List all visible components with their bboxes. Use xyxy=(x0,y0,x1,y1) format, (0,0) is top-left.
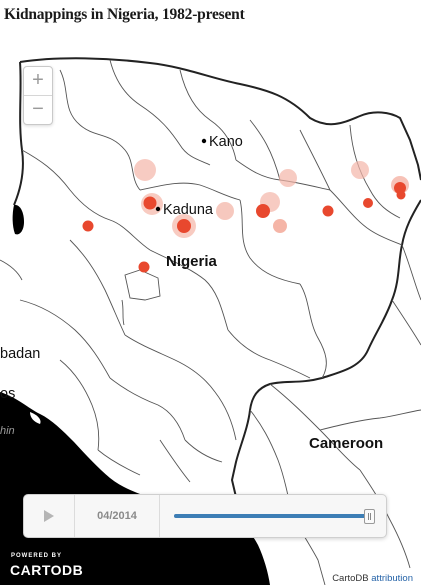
city-dot-kano xyxy=(201,138,207,144)
country-label-cameroon: Cameroon xyxy=(309,435,383,452)
city-label-lagos: os xyxy=(0,386,15,402)
incident-marker xyxy=(177,219,191,233)
page-title: Kidnappings in Nigeria, 1982-present xyxy=(4,6,245,23)
map[interactable]: Kano Kaduna Nigeria Cameroon badan os hi… xyxy=(0,32,421,585)
incident-marker xyxy=(363,198,373,208)
country-label-nigeria: Nigeria xyxy=(166,253,218,270)
lagoon xyxy=(30,412,41,424)
coast-island xyxy=(12,204,24,235)
zoom-control: + − xyxy=(23,66,53,125)
time-slider[interactable] xyxy=(174,509,375,524)
time-player: 04/2014 xyxy=(23,494,387,538)
incident-marker xyxy=(256,204,270,218)
city-label-ibadan: badan xyxy=(0,346,40,362)
attribution-link[interactable]: attribution xyxy=(371,573,413,584)
current-date: 04/2014 xyxy=(75,495,160,537)
zoom-out-button[interactable]: − xyxy=(32,98,44,120)
cartodb-logo[interactable]: CARTODB xyxy=(10,562,84,578)
incident-marker xyxy=(82,220,94,232)
incident-marker xyxy=(138,261,150,273)
time-slider-handle[interactable] xyxy=(364,509,375,524)
incident-marker xyxy=(143,196,157,210)
attribution-text: CartoDB xyxy=(332,573,369,584)
incident-marker xyxy=(322,205,334,217)
city-label-kano: Kano xyxy=(209,134,243,150)
time-slider-fill xyxy=(174,514,368,518)
zoom-in-button[interactable]: + xyxy=(24,67,52,96)
play-icon xyxy=(44,510,54,522)
country-border-west xyxy=(13,61,24,206)
city-dot-kaduna xyxy=(155,206,161,212)
incident-markers[interactable] xyxy=(82,182,407,273)
country-border-nigeria xyxy=(19,57,421,498)
powered-by-label: POWERED BY xyxy=(11,553,63,559)
city-label-kaduna: Kaduna xyxy=(163,202,214,218)
incident-marker xyxy=(396,190,406,200)
water-label: hin xyxy=(0,425,15,437)
attribution: CartoDB attribution xyxy=(330,573,415,584)
play-button[interactable] xyxy=(24,495,75,537)
